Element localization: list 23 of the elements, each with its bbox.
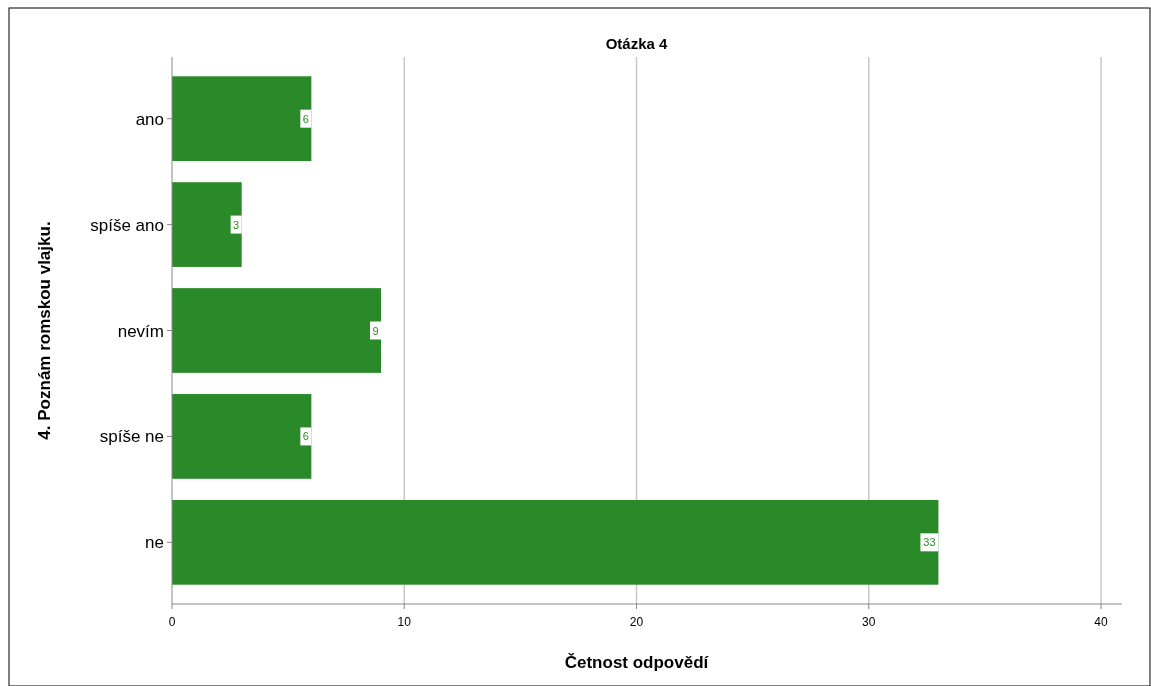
y-tick-label: spíše ano [90, 215, 164, 235]
bar [172, 288, 382, 373]
data-label: 33 [923, 536, 936, 549]
y-tick-label: nevím [117, 321, 164, 341]
y-axis-title: 4. Poznám romskou vlajku. [35, 221, 54, 440]
y-tick-label: spíše ne [99, 427, 164, 447]
data-label: 6 [302, 430, 309, 443]
x-tick-label: 20 [629, 615, 644, 629]
x-axis-title: Četnost odpovědí [564, 653, 710, 672]
x-tick-label: 40 [1094, 615, 1108, 629]
y-tick-label: ne [145, 533, 164, 553]
bar [172, 182, 242, 267]
x-tick-label: 10 [397, 615, 412, 629]
data-label: 6 [302, 112, 309, 125]
x-tick-label: 0 [168, 615, 176, 629]
y-tick-label: ano [135, 109, 164, 129]
data-label: 9 [372, 324, 379, 337]
chart-title: Otázka 4 [605, 35, 669, 52]
bar [172, 394, 312, 479]
bar [172, 76, 312, 162]
data-label: 3 [233, 218, 240, 231]
x-tick-label: 30 [862, 615, 876, 629]
bar [172, 499, 939, 585]
